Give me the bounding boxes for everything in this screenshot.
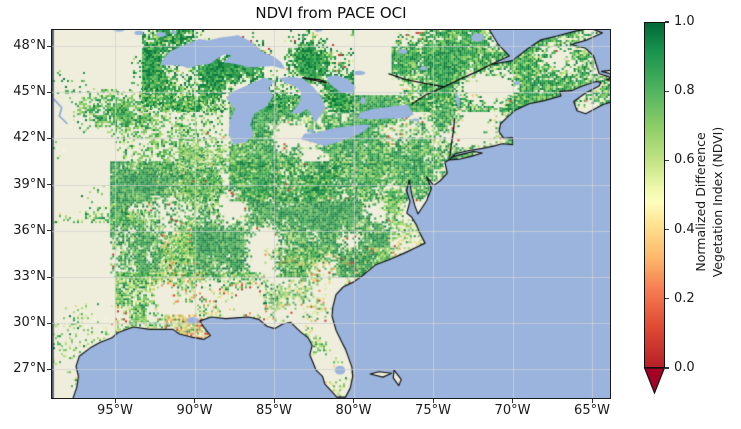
- y-tick-mark: [47, 230, 51, 232]
- x-tick-mark: [194, 399, 196, 403]
- y-tick-mark: [47, 276, 51, 278]
- colorbar-tick-mark: [665, 229, 669, 231]
- y-tick-mark: [47, 45, 51, 47]
- x-tick-label: 80°W: [335, 403, 372, 418]
- colorbar-tick-mark: [665, 21, 669, 23]
- x-tick-mark: [273, 399, 275, 403]
- y-tick-mark: [47, 91, 51, 93]
- x-tick-mark: [114, 399, 116, 403]
- colorbar-label-line1: Normalized Difference: [693, 132, 708, 272]
- colorbar-tick-label: 0.4: [674, 221, 695, 237]
- y-tick-mark: [47, 184, 51, 186]
- y-tick-label: 39°N: [13, 176, 46, 192]
- x-tick-label: 95°W: [97, 403, 133, 418]
- y-tick-mark: [47, 137, 51, 140]
- colorbar-tick-mark: [665, 298, 669, 300]
- x-tick-label: 90°W: [176, 403, 213, 418]
- colorbar-tick-mark: [665, 90, 669, 92]
- colorbar: [644, 22, 665, 368]
- colorbar-extend-arrow: [643, 367, 666, 395]
- x-tick-mark: [512, 399, 514, 403]
- colorbar-label-line2: Vegetation Index (NDVI): [709, 126, 725, 278]
- x-tick-mark: [353, 399, 355, 403]
- colorbar-tick-label: 0.8: [674, 83, 695, 99]
- colorbar-tick-label: 0.0: [674, 360, 695, 375]
- y-tick-label: 42°N: [13, 130, 46, 146]
- y-tick-label: 30°N: [13, 315, 46, 331]
- x-tick-mark: [591, 399, 593, 403]
- y-tick-mark: [47, 368, 51, 371]
- y-tick-label: 45°N: [13, 84, 46, 100]
- x-tick-label: 70°W: [494, 403, 531, 418]
- colorbar-tick-label: 0.2: [674, 290, 695, 306]
- y-tick-mark: [47, 322, 51, 324]
- colorbar-tick-label: 0.6: [674, 152, 695, 168]
- ndvi-map-canvas: [52, 30, 610, 398]
- colorbar-label: Normalized Difference Vegetation Index (…: [693, 102, 729, 302]
- y-tick-label: 48°N: [13, 38, 46, 53]
- x-tick-label: 85°W: [256, 403, 292, 418]
- y-tick-label: 27°N: [13, 361, 46, 377]
- x-tick-label: 75°W: [415, 403, 451, 418]
- colorbar-tick-mark: [665, 159, 669, 161]
- x-tick-label: 65°W: [574, 403, 610, 418]
- y-tick-label: 33°N: [13, 269, 46, 284]
- plot-title: NDVI from PACE OCI: [255, 4, 407, 22]
- colorbar-tick-mark: [665, 367, 669, 369]
- y-tick-label: 36°N: [13, 222, 46, 238]
- x-tick-mark: [432, 399, 434, 403]
- colorbar-tick-label: 1.0: [674, 14, 695, 29]
